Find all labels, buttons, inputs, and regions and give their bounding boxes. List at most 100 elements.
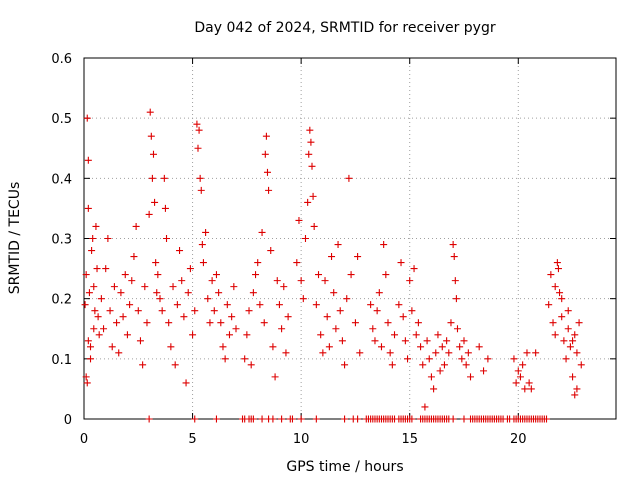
y-tick-label: 0 xyxy=(64,413,72,428)
data-point xyxy=(171,361,179,369)
data-point xyxy=(519,361,527,369)
data-point xyxy=(573,349,581,357)
data-point xyxy=(113,319,121,327)
data-point xyxy=(510,355,518,363)
data-point xyxy=(82,373,90,381)
data-point xyxy=(254,259,262,267)
y-tick-label: 0.2 xyxy=(51,293,72,308)
data-point xyxy=(566,343,574,351)
data-point xyxy=(81,301,89,309)
x-tick-label: 20 xyxy=(510,432,527,447)
data-point xyxy=(525,379,533,387)
data-point xyxy=(90,325,98,333)
data-point xyxy=(388,361,396,369)
data-point xyxy=(347,271,355,279)
data-point xyxy=(197,186,205,194)
data-point xyxy=(367,301,375,309)
data-point xyxy=(153,289,161,297)
data-point xyxy=(452,295,460,303)
data-point xyxy=(309,192,317,200)
data-point xyxy=(189,331,197,339)
data-point xyxy=(328,253,336,261)
data-point xyxy=(94,313,102,321)
data-point xyxy=(325,343,333,351)
x-tick-label: 5 xyxy=(188,432,196,447)
data-point xyxy=(143,319,151,327)
data-point xyxy=(412,331,420,339)
data-point xyxy=(110,283,118,291)
data-point xyxy=(273,277,281,285)
data-point xyxy=(401,337,409,345)
data-point xyxy=(115,349,123,357)
y-tick-label: 0.5 xyxy=(51,112,72,127)
data-point xyxy=(206,319,214,327)
data-point xyxy=(169,283,177,291)
data-point xyxy=(380,241,388,249)
data-point xyxy=(371,337,379,345)
data-point xyxy=(194,144,202,152)
data-point xyxy=(252,271,260,279)
data-point xyxy=(126,301,134,309)
data-point xyxy=(577,361,585,369)
data-point xyxy=(215,289,223,297)
data-point xyxy=(464,349,472,357)
data-point xyxy=(212,415,220,423)
data-point xyxy=(176,247,184,255)
data-point xyxy=(152,259,160,267)
data-point xyxy=(249,415,257,423)
data-point xyxy=(462,361,470,369)
data-point xyxy=(263,168,271,176)
data-point xyxy=(100,325,108,333)
data-point xyxy=(151,198,159,206)
data-point xyxy=(330,289,338,297)
data-point xyxy=(484,355,492,363)
data-point xyxy=(312,415,320,423)
data-point xyxy=(336,307,344,315)
data-point xyxy=(543,415,551,423)
y-tick-label: 0.4 xyxy=(51,172,72,187)
data-point xyxy=(456,343,464,351)
data-point xyxy=(408,415,416,423)
data-point xyxy=(434,331,442,339)
data-point xyxy=(304,198,312,206)
data-point xyxy=(148,174,156,182)
data-point xyxy=(410,265,418,273)
data-point xyxy=(354,253,362,261)
data-point xyxy=(427,373,435,381)
data-point xyxy=(158,307,166,315)
data-point xyxy=(341,415,349,423)
data-point xyxy=(282,349,290,357)
data-point xyxy=(204,295,212,303)
data-point xyxy=(193,120,201,128)
data-point xyxy=(90,283,98,291)
data-point xyxy=(230,283,238,291)
data-point xyxy=(305,150,313,158)
data-point xyxy=(256,301,264,309)
data-point xyxy=(558,295,566,303)
data-point xyxy=(436,367,444,375)
data-point xyxy=(334,241,342,249)
data-point xyxy=(97,295,105,303)
data-point xyxy=(475,343,483,351)
data-point xyxy=(558,313,566,321)
data-point xyxy=(184,289,192,297)
data-point xyxy=(521,385,529,393)
data-point xyxy=(212,271,220,279)
data-point xyxy=(219,343,227,351)
data-point xyxy=(280,283,288,291)
data-point xyxy=(128,277,136,285)
y-tick-label: 0.6 xyxy=(51,52,72,67)
y-axis-tick-labels: 0 0.1 0.2 0.3 0.4 0.5 0.6 xyxy=(51,52,72,428)
data-point xyxy=(351,319,359,327)
data-point xyxy=(414,319,422,327)
data-point xyxy=(549,319,557,327)
y-tick-label: 0.3 xyxy=(51,233,72,248)
data-point xyxy=(399,313,407,321)
data-point xyxy=(186,265,194,273)
data-point xyxy=(82,271,90,279)
data-point xyxy=(438,343,446,351)
data-point xyxy=(123,331,131,339)
x-axis-tick-labels: 0 5 10 15 20 xyxy=(80,432,527,447)
data-point xyxy=(551,331,559,339)
data-point xyxy=(87,343,95,351)
